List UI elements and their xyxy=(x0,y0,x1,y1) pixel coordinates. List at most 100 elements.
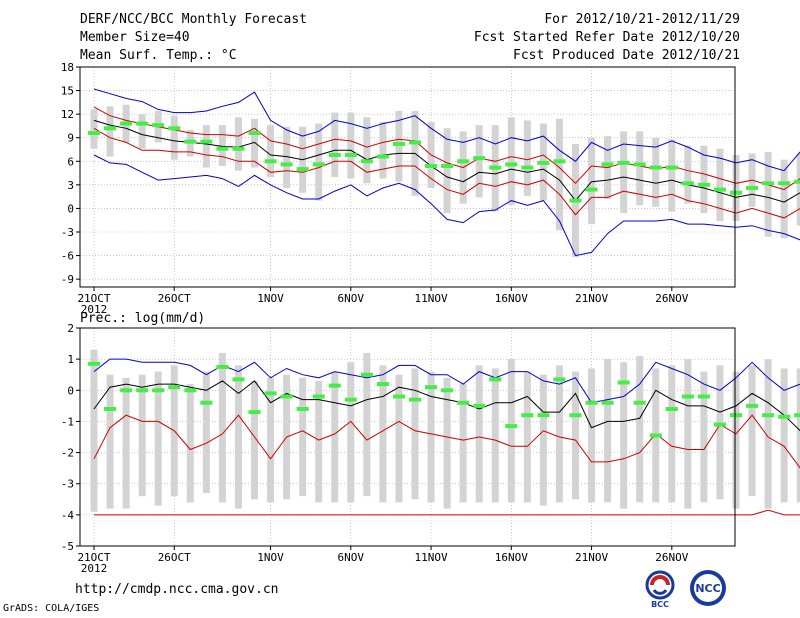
y-tick-label: 2 xyxy=(67,322,74,335)
spread-bar xyxy=(315,123,323,201)
green-marker xyxy=(681,181,694,186)
green-marker xyxy=(328,153,341,157)
green-marker xyxy=(344,153,357,157)
spread-bar xyxy=(507,117,515,206)
spread-bar xyxy=(251,380,258,500)
produced-date-label: Fcst Produced Date 2012/10/21 xyxy=(513,48,740,63)
spread-bar xyxy=(267,125,275,177)
green-marker xyxy=(601,162,614,167)
green-marker xyxy=(152,123,165,128)
spread-bar xyxy=(234,365,242,509)
green-marker xyxy=(441,388,454,393)
spread-bar xyxy=(170,115,178,160)
spread-bar xyxy=(379,122,387,179)
spread-bar xyxy=(154,371,162,506)
variable-label: Mean Surf. Temp.: °C xyxy=(80,48,237,63)
green-marker xyxy=(537,413,550,418)
y-tick-label: -3 xyxy=(61,478,74,491)
green-marker xyxy=(762,181,775,186)
green-marker xyxy=(409,140,421,145)
series-line-min xyxy=(94,509,800,516)
spread-bar xyxy=(251,118,258,168)
x-tick-label: 26OCT xyxy=(158,551,191,564)
green-marker xyxy=(360,372,373,377)
spread-bar xyxy=(411,368,419,500)
spread-bar xyxy=(636,131,644,206)
green-marker xyxy=(730,190,742,195)
y-tick-label: -1 xyxy=(61,415,74,428)
x-year-label: 2012 xyxy=(81,303,108,316)
spread-bar xyxy=(363,117,371,184)
series-line-mean xyxy=(93,119,800,203)
chart-title: DERF/NCC/BCC Monthly Forecast xyxy=(80,12,307,27)
green-marker xyxy=(473,403,486,408)
green-marker xyxy=(168,385,181,390)
spread-bar xyxy=(331,371,339,503)
spread-bar xyxy=(588,137,596,225)
series-line-lower xyxy=(93,414,800,469)
spread-bar xyxy=(491,368,499,503)
green-marker xyxy=(264,159,277,164)
green-marker xyxy=(280,162,293,167)
spread-bar xyxy=(572,371,579,500)
green-marker xyxy=(264,391,277,396)
green-marker xyxy=(376,382,389,387)
y-tick-label: 3 xyxy=(67,179,74,192)
green-marker xyxy=(794,413,800,418)
green-marker xyxy=(521,165,534,170)
spread-bar xyxy=(620,131,628,214)
spread-bar xyxy=(620,362,628,509)
spread-bar xyxy=(523,120,531,196)
spread-bar xyxy=(588,368,596,503)
y-tick-label: 1 xyxy=(67,353,74,366)
series-line-lower xyxy=(93,127,800,219)
spread-bar xyxy=(218,352,226,503)
start-date-label: Fcst Started Refer Date 2012/10/20 xyxy=(473,30,740,45)
spread-bar xyxy=(716,365,724,500)
spread-bar xyxy=(780,159,788,239)
spread-bar xyxy=(347,112,355,179)
spread-bar xyxy=(283,126,291,188)
spread-bar xyxy=(780,368,788,503)
spread-bar xyxy=(732,371,740,509)
green-marker xyxy=(778,414,791,419)
plot-frame xyxy=(79,327,736,547)
y-tick-label: 0 xyxy=(67,384,74,397)
spread-bar xyxy=(796,153,800,226)
green-marker xyxy=(425,164,438,168)
y-tick-label: 12 xyxy=(61,108,74,121)
green-marker xyxy=(344,397,357,402)
spread-bar xyxy=(90,349,98,512)
spread-bar xyxy=(796,368,800,503)
green-marker xyxy=(697,182,710,187)
green-marker xyxy=(681,394,694,399)
series-line-upper xyxy=(93,106,800,191)
spread-bar xyxy=(202,125,210,168)
plot-frame xyxy=(79,66,736,288)
spread-bar xyxy=(764,359,772,509)
x-tick-label: 1NOV xyxy=(257,551,284,564)
green-marker xyxy=(489,377,502,382)
x-tick-label: 21OCT xyxy=(77,551,110,564)
spread-bar xyxy=(732,155,740,221)
source-url-link[interactable]: http://cmdp.ncc.cma.gov.cn xyxy=(75,582,279,597)
spread-bar xyxy=(636,356,644,503)
spread-bar xyxy=(555,365,563,503)
green-marker xyxy=(120,121,133,126)
spread-bar xyxy=(395,374,403,503)
green-marker xyxy=(136,121,149,126)
green-marker xyxy=(280,394,293,399)
green-marker xyxy=(649,433,662,438)
green-marker xyxy=(697,394,710,399)
spread-bar xyxy=(138,374,146,497)
spread-bar xyxy=(202,371,210,494)
spread-bar xyxy=(218,125,226,166)
green-marker xyxy=(521,413,534,418)
x-tick-label: 6NOV xyxy=(338,292,365,305)
green-marker xyxy=(537,160,550,165)
x-tick-label: 26OCT xyxy=(158,292,191,305)
green-marker xyxy=(312,162,325,167)
spread-bar xyxy=(234,117,242,171)
green-marker xyxy=(88,361,100,366)
green-marker xyxy=(457,400,470,405)
